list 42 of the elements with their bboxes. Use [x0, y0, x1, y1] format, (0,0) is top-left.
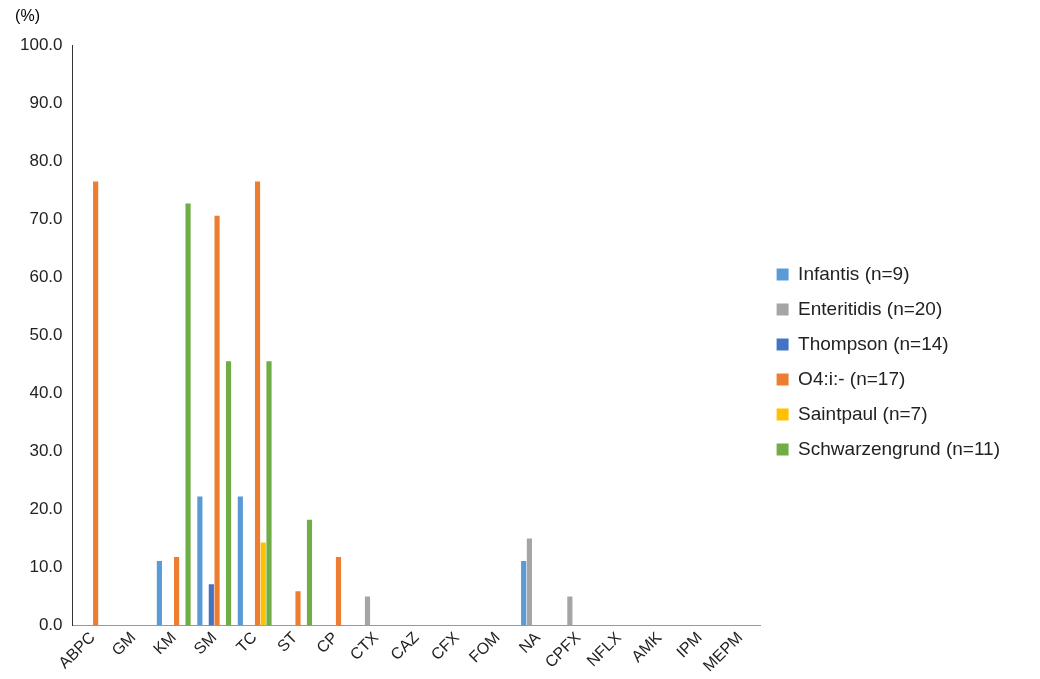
x-tick-label: SM: [190, 628, 220, 658]
bar: [208, 584, 214, 626]
legend-label: O4:i:- (n=17): [798, 367, 906, 389]
y-tick-label: 90.0: [29, 92, 63, 112]
bar: [306, 519, 313, 626]
legend-label: Thompson (n=14): [798, 332, 949, 354]
bar: [295, 591, 301, 626]
bar: [260, 542, 266, 626]
y-tick-label: 20.0: [29, 499, 63, 519]
legend-label: Enteritidis (n=20): [798, 297, 943, 319]
bar: [521, 561, 527, 626]
y-tick-label: 10.0: [29, 557, 63, 577]
y-tick-label: 40.0: [29, 382, 63, 402]
y-tick-label: 60.0: [29, 266, 63, 286]
y-tick-label: 30.0: [29, 441, 63, 461]
x-tick-label: NA: [515, 628, 544, 657]
y-axis-title: (%): [15, 7, 40, 25]
bar: [214, 215, 220, 626]
y-tick-label: 0.0: [38, 615, 63, 635]
y-tick-label: 80.0: [29, 150, 63, 170]
bar: [185, 203, 191, 626]
bar: [254, 181, 261, 626]
x-tick-label: TC: [232, 628, 260, 656]
bar: [174, 556, 180, 626]
bar: [266, 361, 272, 626]
x-tick-label: IPM: [672, 628, 706, 661]
x-tick-label: GM: [108, 628, 139, 659]
x-tick-label: CP: [313, 628, 341, 657]
legend-label: Infantis (n=9): [798, 262, 910, 284]
y-tick-label: 100.0: [19, 34, 63, 54]
bar: [93, 181, 99, 626]
x-tick-label: ST: [273, 628, 301, 655]
bar: [156, 561, 162, 626]
legend-label: Saintpaul (n=7): [798, 402, 928, 424]
y-tick-label: 50.0: [29, 324, 63, 344]
x-tick-label: KM: [149, 628, 179, 658]
bar: [335, 556, 342, 626]
y-tick-label: 70.0: [29, 208, 63, 228]
bar: [197, 496, 203, 626]
legend-label: Schwarzengrund (n=11): [798, 437, 1000, 459]
bar: [225, 361, 232, 626]
bar: [237, 496, 243, 626]
